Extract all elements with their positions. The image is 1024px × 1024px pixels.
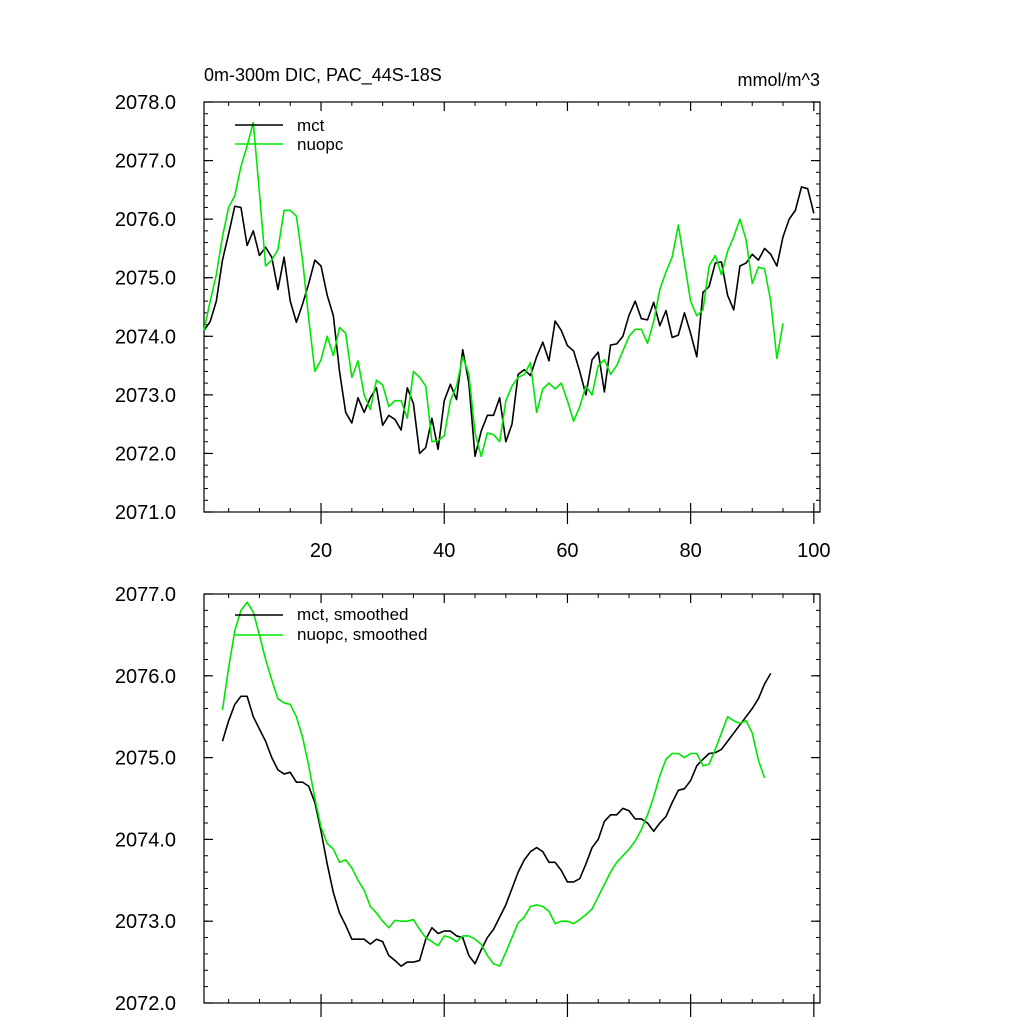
top-chart-panel: 0m-300m DIC, PAC_44S-18S mmol/m^3 2071.0… — [115, 65, 831, 562]
x-tick-label: 60 — [556, 540, 578, 562]
top-x-axis-ticks: 20 40 60 80 100 — [228, 102, 831, 562]
bottom-legend: mct, smoothed nuopc, smoothed — [235, 605, 427, 644]
y-tick-label: 2075.0 — [115, 268, 176, 290]
y-tick-label: 2072.0 — [115, 993, 176, 1015]
series-line-mct-smoothed — [221, 672, 772, 967]
top-chart-title: 0m-300m DIC, PAC_44S-18S — [204, 65, 442, 86]
x-tick-label: 40 — [433, 540, 455, 562]
series-line-nuopc — [203, 121, 784, 458]
top-plot-frame — [203, 101, 821, 513]
legend-label-nuopc: nuopc — [297, 135, 344, 154]
top-legend: mct nuopc — [235, 116, 344, 154]
y-tick-label: 2073.0 — [115, 385, 176, 407]
x-tick-label: 80 — [680, 540, 702, 562]
y-tick-label: 2075.0 — [115, 748, 176, 770]
bottom-y-axis-ticks: 2072.0 2073.0 2074.0 2075.0 2076.0 2077.0 — [115, 584, 820, 1015]
legend-label-mct: mct — [297, 116, 325, 135]
top-chart-units: mmol/m^3 — [738, 70, 820, 90]
y-tick-label: 2076.0 — [115, 666, 176, 688]
x-tick-label: 100 — [797, 540, 830, 562]
y-tick-label: 2076.0 — [115, 209, 176, 231]
legend-label-nuopc-smoothed: nuopc, smoothed — [297, 625, 427, 644]
bottom-series-lines — [221, 601, 772, 967]
y-tick-label: 2072.0 — [115, 443, 176, 465]
bottom-plot-frame — [203, 593, 821, 1004]
y-tick-label: 2074.0 — [115, 326, 176, 348]
top-y-axis-ticks: 2071.0 2072.0 2073.0 2074.0 2075.0 2076.0 2077… — [115, 92, 820, 524]
y-tick-label: 2074.0 — [115, 829, 176, 851]
x-tick-label: 20 — [310, 540, 332, 562]
legend-label-mct-smoothed: mct, smoothed — [297, 605, 409, 624]
bottom-chart-panel: 2072.0 2073.0 2074.0 2075.0 2076.0 2077.0 mct… — [115, 584, 821, 1017]
y-tick-label: 2078.0 — [115, 92, 176, 114]
top-series-lines — [203, 121, 815, 458]
y-tick-label: 2073.0 — [115, 911, 176, 933]
bottom-x-axis-ticks — [228, 594, 815, 1017]
y-tick-label: 2077.0 — [115, 584, 176, 606]
y-tick-label: 2071.0 — [115, 502, 176, 524]
y-tick-label: 2077.0 — [115, 151, 176, 173]
series-line-nuopc-smoothed — [221, 601, 766, 967]
